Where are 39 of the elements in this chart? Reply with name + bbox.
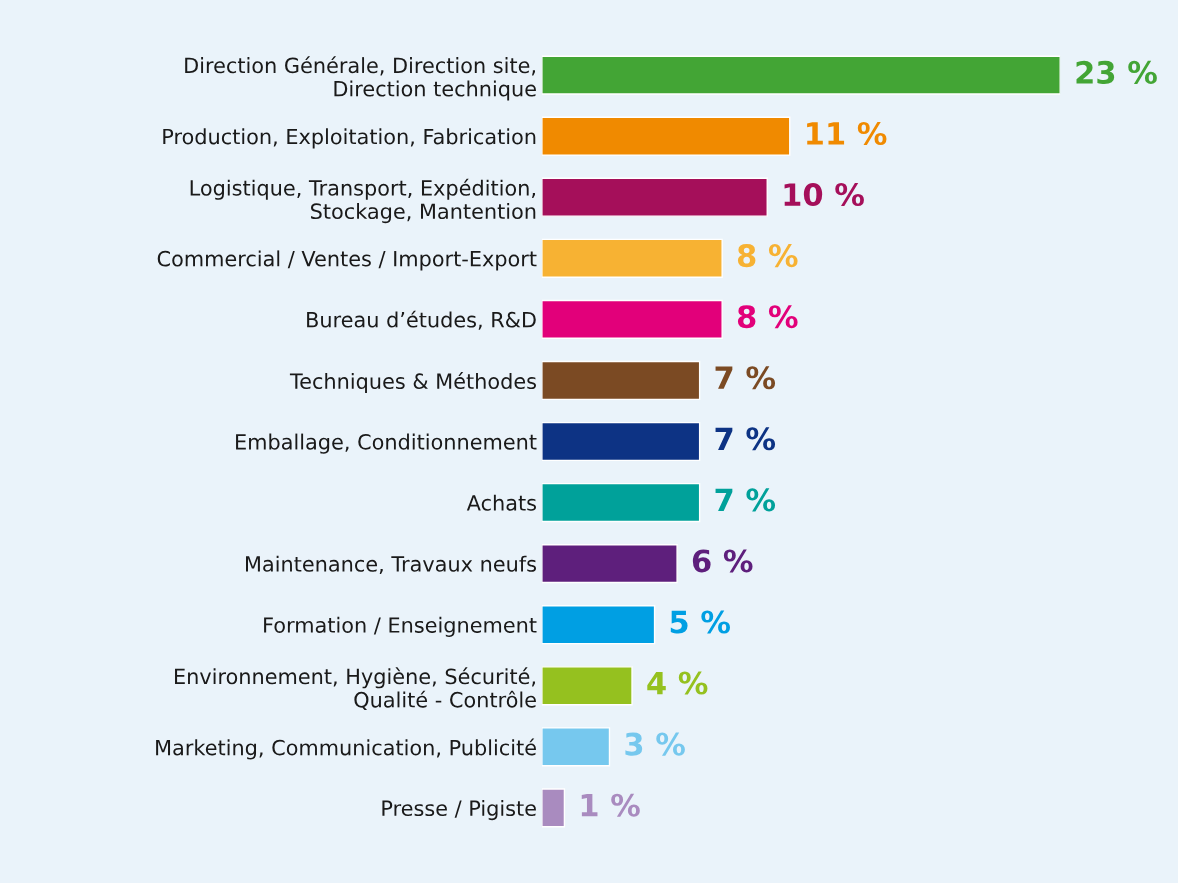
y-tick-label: Production, Exploitation, Fabrication <box>163 128 536 149</box>
data-label: 11 % <box>807 121 887 146</box>
y-tick-label: Direction Générale, Direction site, Direction technique <box>185 56 536 101</box>
y-tick-label: Achats <box>466 494 536 511</box>
y-tick-label: Commercial / Ventes / Import-Export <box>157 250 537 271</box>
data-label: 7 % <box>715 427 776 451</box>
y-tick-label: Logistique, Transport, Expédition, Stockage, Mantention <box>190 178 536 224</box>
bar <box>541 482 701 523</box>
y-tick-label: Maintenance, Travaux neufs <box>246 555 536 574</box>
data-label: 4 % <box>647 671 708 695</box>
y-tick-label: Environnement, Hygiène, Sécurité, Qualité - Contrôle <box>175 667 536 711</box>
y-tick-label: Emballage, Conditionnement <box>236 433 537 454</box>
y-tick-label: Bureau d’études, R&D <box>307 310 536 330</box>
bar <box>541 238 723 278</box>
y-tick-label: Formation / Enseignement <box>264 616 537 637</box>
data-label: 7 % <box>715 366 776 390</box>
data-label: 3 % <box>625 732 685 756</box>
data-label: 8 % <box>737 244 798 268</box>
bar <box>541 421 701 462</box>
y-tick-label: Presse / Pigiste <box>382 799 536 821</box>
bar <box>541 605 656 645</box>
bar <box>541 55 1061 95</box>
data-label: 10 % <box>784 183 864 207</box>
bar <box>541 727 611 767</box>
data-label: 8 % <box>737 305 798 329</box>
bar <box>541 788 566 828</box>
bar <box>541 360 701 401</box>
data-label: 23 % <box>1076 60 1157 84</box>
y-tick-label: Marketing, Communication, Publicité <box>156 738 536 760</box>
bar <box>541 666 633 706</box>
data-label: 6 % <box>692 549 753 573</box>
y-tick-label: Techniques & Méthodes <box>289 372 536 394</box>
bar <box>541 177 768 217</box>
data-label: 1 % <box>581 793 640 817</box>
bar <box>541 299 723 339</box>
bar <box>541 116 791 156</box>
bar <box>541 544 678 584</box>
data-label: 7 % <box>715 488 776 512</box>
data-label: 5 % <box>670 610 730 634</box>
